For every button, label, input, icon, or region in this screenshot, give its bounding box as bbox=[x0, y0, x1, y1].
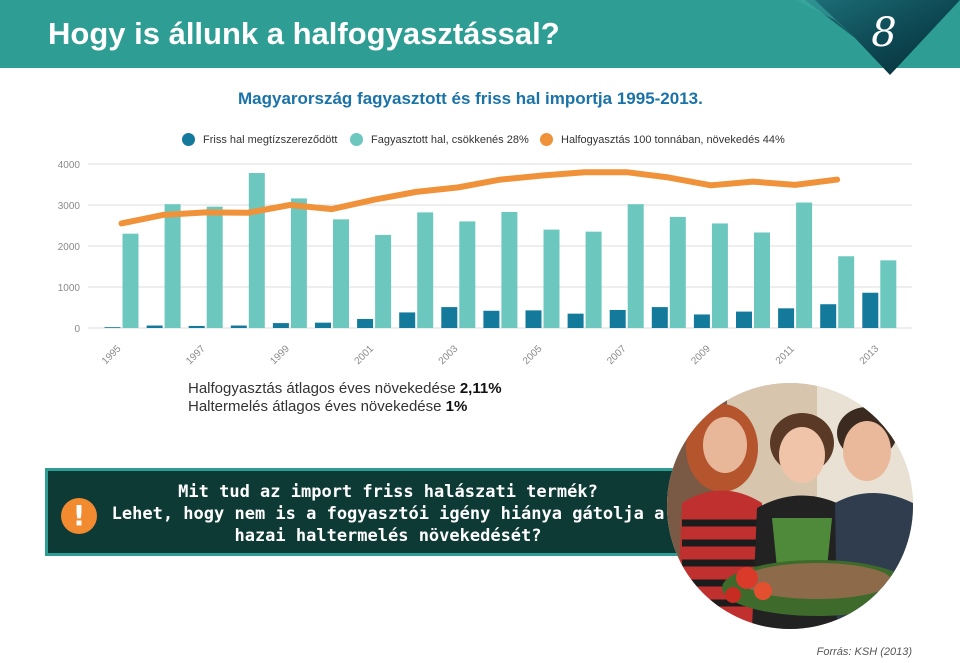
callout-line-2: Lehet, hogy nem is a fogyasztói igény hi… bbox=[111, 504, 665, 524]
bar-frozen bbox=[880, 260, 897, 328]
bar-fresh bbox=[483, 310, 500, 328]
bar-frozen bbox=[711, 223, 728, 328]
x-tick-label: 2003 bbox=[437, 343, 461, 367]
consumption-growth-value: 2,11% bbox=[459, 380, 502, 397]
bar-fresh bbox=[525, 310, 542, 328]
bar-frozen bbox=[164, 204, 181, 328]
bar-frozen bbox=[417, 212, 434, 328]
callout-line-3: hazai haltermelés növekedését? bbox=[234, 526, 542, 546]
bar-frozen bbox=[585, 231, 602, 328]
bar-fresh bbox=[357, 318, 374, 328]
legend-swatch-fresh bbox=[182, 133, 195, 146]
x-tick-label: 2005 bbox=[521, 343, 545, 367]
callout-line-1: Mit tud az import friss halászati termék… bbox=[178, 482, 598, 502]
x-tick-label: 1999 bbox=[268, 343, 292, 367]
bar-frozen bbox=[669, 216, 686, 328]
bar-frozen bbox=[838, 256, 855, 328]
bar-fresh bbox=[736, 311, 752, 328]
x-tick-label: 2011 bbox=[774, 343, 797, 366]
bar-fresh bbox=[609, 309, 626, 328]
bar-frozen bbox=[206, 206, 223, 328]
x-tick-label: 2013 bbox=[858, 343, 882, 367]
production-growth-label: Haltermelés átlagos éves növekedése bbox=[188, 398, 446, 415]
bar-fresh bbox=[693, 314, 710, 328]
header-bar: Hogy is állunk a halfogyasztással? bbox=[0, 0, 960, 68]
growth-stats: Halfogyasztás átlagos éves növekedése 2,… bbox=[188, 380, 502, 416]
bar-frozen bbox=[248, 173, 265, 328]
bar-frozen bbox=[122, 233, 139, 328]
bar-frozen bbox=[375, 234, 392, 328]
production-growth-value: 1% bbox=[445, 398, 468, 415]
legend-item-frozen: Fagyasztott hal, csökkenés 28% bbox=[350, 133, 529, 146]
legend-item-consumption: Halfogyasztás 100 tonnában, növekedés 44… bbox=[540, 133, 785, 146]
bar-fresh bbox=[315, 322, 331, 328]
bar-fresh bbox=[230, 325, 247, 328]
chart-title: Magyarország fagyasztott és friss hal im… bbox=[238, 89, 703, 108]
bar-fresh bbox=[567, 313, 584, 328]
y-tick-label: 2000 bbox=[58, 242, 81, 253]
bar-fresh bbox=[146, 325, 163, 328]
bar-fresh bbox=[188, 325, 205, 328]
x-tick-label: 1997 bbox=[184, 343, 208, 367]
bar-frozen bbox=[543, 229, 560, 328]
y-tick-label: 3000 bbox=[58, 201, 81, 212]
legend-label-consumption: Halfogyasztás 100 tonnában, növekedés 44… bbox=[561, 133, 785, 146]
bar-frozen bbox=[333, 219, 349, 328]
legend-swatch-frozen bbox=[350, 133, 363, 146]
legend-label-fresh: Friss hal megtízszereződött bbox=[203, 133, 338, 146]
bar-fresh bbox=[651, 307, 668, 328]
alert-icon: ! bbox=[61, 498, 97, 534]
bar-fresh bbox=[272, 323, 289, 328]
bar-line-chart: 0 1000 2000 3000 4000 1995 1997 1999 2001 2003 200… bbox=[58, 160, 912, 367]
x-tick-label: 2001 bbox=[353, 343, 377, 367]
callout-box: ! Mit tud az import friss halászati term… bbox=[45, 468, 685, 556]
page-title: Hogy is állunk a halfogyasztással? bbox=[48, 16, 560, 51]
legend-label-frozen: Fagyasztott hal, csökkenés 28% bbox=[371, 133, 529, 146]
bar-frozen bbox=[501, 211, 518, 328]
bar-fresh bbox=[778, 308, 795, 328]
consumption-growth-line: Halfogyasztás átlagos éves növekedése 2,… bbox=[188, 380, 502, 398]
source-note: Forrás: KSH (2013) bbox=[816, 646, 912, 658]
bar-fresh bbox=[399, 312, 416, 328]
bar-fresh bbox=[104, 327, 121, 328]
people-photo bbox=[667, 383, 913, 629]
corner-badge bbox=[795, 0, 960, 75]
y-tick-label: 4000 bbox=[58, 160, 81, 171]
people-photo-illustration bbox=[667, 383, 913, 629]
x-tick-label: 2007 bbox=[605, 343, 629, 367]
consumption-growth-label: Halfogyasztás átlagos éves növekedése bbox=[188, 380, 460, 397]
bar-frozen bbox=[796, 202, 813, 328]
y-tick-label: 0 bbox=[74, 324, 80, 335]
x-tick-label: 1995 bbox=[100, 343, 124, 367]
x-tick-label: 2009 bbox=[689, 343, 713, 367]
legend-item-fresh: Friss hal megtízszereződött bbox=[182, 133, 338, 146]
bar-frozen bbox=[459, 221, 476, 328]
bar-frozen bbox=[627, 204, 644, 328]
bar-frozen bbox=[754, 232, 770, 328]
bar-frozen bbox=[290, 198, 307, 328]
line-consumption bbox=[118, 169, 841, 227]
bar-fresh bbox=[862, 292, 879, 328]
production-growth-line: Haltermelés átlagos éves növekedése 1% bbox=[188, 398, 502, 416]
callout-text: Mit tud az import friss halászati termék… bbox=[108, 481, 668, 547]
bar-fresh bbox=[441, 307, 458, 328]
legend-swatch-consumption bbox=[540, 133, 553, 146]
y-tick-label: 1000 bbox=[58, 283, 81, 294]
bar-fresh bbox=[820, 304, 837, 328]
page-number: 8 bbox=[871, 10, 897, 56]
